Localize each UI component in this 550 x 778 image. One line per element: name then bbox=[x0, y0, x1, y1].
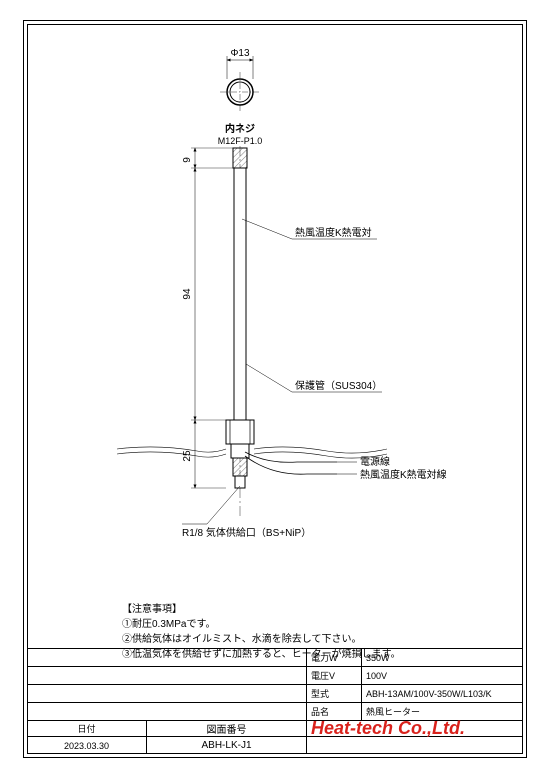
power-val: 350W bbox=[362, 649, 523, 666]
callout-thermoline: 熱風温度K熱電対線 bbox=[360, 468, 447, 481]
model-val: ABH-13AM/100V-350W/L103/K bbox=[362, 685, 523, 702]
power-label: 電力W bbox=[307, 649, 362, 666]
dwg-val: ABH-LK-J1 bbox=[147, 737, 307, 754]
title-block: 電力W 350W 電圧V 100V 型式 ABH-13AM/100V-350W/… bbox=[27, 648, 523, 754]
dim-bottom: 25 bbox=[182, 450, 193, 462]
callout-power: 電源線 bbox=[360, 455, 390, 468]
callouts bbox=[182, 219, 382, 524]
date-label: 日付 bbox=[27, 721, 147, 736]
top-view bbox=[220, 72, 260, 112]
dimension-lines: 9 94 25 bbox=[182, 148, 233, 488]
notes-line1: ①耐圧0.3MPaです。 bbox=[122, 617, 401, 632]
model-label: 型式 bbox=[307, 685, 362, 702]
notes-line2: ②供給気体はオイルミスト、水滴を除去して下さい。 bbox=[122, 632, 401, 647]
callout-gas: R1/8 気体供給口（BS+NiP） bbox=[182, 526, 311, 539]
notes-header: 【注意事項】 bbox=[122, 602, 401, 617]
dwg-label: 図面番号 bbox=[147, 721, 307, 736]
break-lines bbox=[117, 447, 387, 458]
dim-mid: 94 bbox=[182, 288, 193, 300]
dim-top: 9 bbox=[182, 157, 193, 163]
voltage-label: 電圧V bbox=[307, 667, 362, 684]
thread-label1: 内ネジ bbox=[225, 122, 255, 135]
voltage-val: 100V bbox=[362, 667, 523, 684]
diameter-label: Φ13 bbox=[230, 48, 250, 59]
technical-drawing: Φ13 内ネジ M12F-P1.0 bbox=[27, 24, 523, 584]
thread-label2: M12F-P1.0 bbox=[218, 136, 263, 146]
date-val: 2023.03.30 bbox=[27, 737, 147, 754]
callout-tube: 保護管（SUS304） bbox=[295, 379, 382, 392]
company-logo: Heat-tech Co.,Ltd. bbox=[311, 718, 465, 739]
heater-body bbox=[226, 146, 254, 516]
callout-thermocouple: 熱風温度K熱電対 bbox=[295, 226, 372, 239]
drawing-area: Φ13 内ネジ M12F-P1.0 bbox=[27, 24, 523, 754]
